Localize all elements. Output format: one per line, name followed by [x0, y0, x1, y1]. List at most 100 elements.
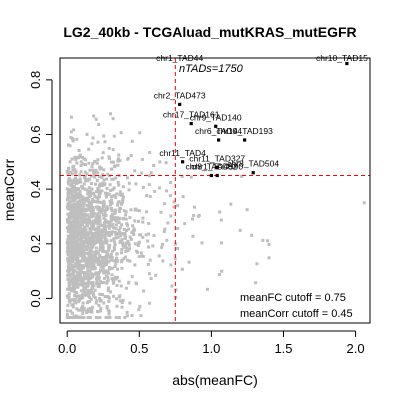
background-point — [70, 287, 74, 290]
background-point — [79, 170, 83, 174]
meancorr-cutoff-label: meanCorr cutoff = 0.45 — [240, 308, 353, 320]
background-point — [74, 263, 78, 267]
background-point — [117, 228, 121, 232]
background-point — [77, 206, 81, 210]
background-point — [161, 259, 165, 263]
background-point — [98, 239, 101, 243]
background-point — [89, 201, 93, 205]
background-point — [115, 284, 119, 287]
background-point — [104, 220, 108, 224]
background-point — [97, 219, 101, 223]
background-point — [74, 301, 78, 305]
chart-title: LG2_40kb - TCGAluad_mutKRAS_mutEGFR — [63, 24, 356, 40]
background-point — [99, 223, 102, 227]
background-point — [127, 188, 131, 192]
background-point — [116, 216, 120, 220]
background-point — [118, 299, 122, 303]
background-point — [84, 163, 87, 166]
background-point — [172, 205, 176, 209]
background-point — [122, 195, 125, 199]
background-point — [86, 272, 90, 276]
background-point — [77, 253, 81, 257]
background-point — [96, 228, 100, 232]
background-point — [100, 233, 104, 237]
background-point — [74, 216, 78, 220]
background-point — [92, 272, 96, 276]
background-point — [105, 306, 109, 310]
background-point — [101, 213, 105, 217]
background-point — [102, 276, 106, 280]
background-point — [102, 178, 106, 182]
background-point — [67, 268, 71, 272]
background-point — [75, 239, 79, 243]
background-point — [160, 245, 164, 249]
background-point — [92, 220, 96, 224]
background-point — [71, 209, 75, 213]
background-point — [71, 303, 75, 307]
background-point — [124, 217, 128, 221]
background-point — [76, 277, 80, 280]
background-point — [122, 217, 125, 221]
background-point — [103, 221, 106, 225]
background-point — [78, 223, 82, 227]
background-point — [91, 254, 95, 258]
background-point — [176, 227, 180, 230]
background-point — [76, 294, 80, 298]
background-point — [122, 228, 126, 231]
background-point — [82, 251, 86, 255]
background-point — [65, 294, 69, 298]
background-point — [93, 195, 97, 199]
background-point — [89, 212, 93, 216]
background-point — [66, 198, 69, 202]
background-point — [69, 221, 73, 224]
background-point — [115, 252, 119, 256]
x-axis: 0.0 0.5 1.0 1.5 2.0 — [58, 330, 365, 356]
background-point — [85, 291, 89, 295]
x-tick-label: 0.0 — [58, 341, 76, 356]
background-point — [93, 173, 97, 176]
background-point — [67, 177, 71, 181]
background-point — [219, 218, 223, 222]
background-point — [114, 219, 118, 223]
background-point — [99, 210, 103, 214]
background-point — [94, 117, 98, 121]
background-point — [149, 171, 153, 175]
background-point — [74, 179, 78, 183]
background-point — [80, 233, 84, 237]
background-point — [78, 294, 82, 298]
background-point — [66, 273, 70, 277]
background-point — [83, 170, 87, 174]
background-point — [158, 160, 162, 164]
background-point — [153, 189, 157, 193]
background-point — [148, 301, 152, 305]
background-point — [93, 241, 97, 244]
background-point — [93, 175, 97, 179]
background-point — [86, 208, 90, 212]
background-point — [163, 227, 167, 231]
background-point — [125, 314, 129, 318]
background-point — [71, 267, 75, 271]
background-point — [142, 289, 146, 293]
background-point — [91, 168, 95, 172]
background-point — [113, 248, 116, 252]
background-point — [71, 139, 75, 143]
background-point — [140, 157, 144, 161]
background-point — [101, 247, 105, 251]
background-point — [69, 256, 73, 260]
background-point — [240, 174, 244, 178]
background-point — [104, 254, 108, 258]
background-point — [68, 224, 72, 228]
background-point — [121, 241, 125, 245]
background-point — [71, 189, 74, 192]
ntads-label: nTADs=1750 — [179, 63, 244, 75]
background-point — [94, 205, 98, 209]
background-point — [87, 195, 91, 199]
background-point — [83, 264, 87, 268]
background-point — [84, 247, 88, 251]
background-point — [70, 196, 74, 200]
highlight-point — [209, 173, 213, 178]
background-point — [69, 240, 73, 244]
background-point — [114, 226, 118, 230]
background-point — [78, 238, 82, 242]
background-point — [93, 160, 96, 164]
